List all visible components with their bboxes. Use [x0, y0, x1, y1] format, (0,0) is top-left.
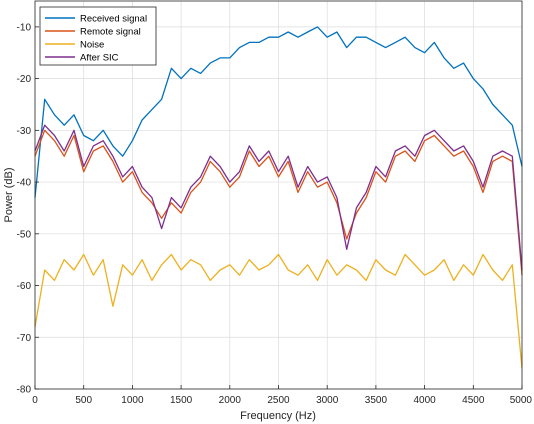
y-tick-label: -60 — [17, 281, 32, 292]
x-tick-label: 4000 — [413, 395, 436, 406]
x-tick-label: 2000 — [219, 395, 242, 406]
legend-label: After SIC — [80, 53, 119, 64]
x-tick-label: 3000 — [316, 395, 339, 406]
legend-label: Remote signal — [80, 27, 141, 38]
x-axis-label: Frequency (Hz) — [240, 410, 316, 422]
x-tick-label: 5000 — [510, 395, 533, 406]
series-line-received-signal — [34, 26, 523, 198]
y-tick-label: -70 — [17, 333, 32, 344]
y-tick-label: -80 — [17, 385, 32, 396]
legend-box — [39, 6, 157, 66]
x-tick-label: 4500 — [462, 395, 485, 406]
y-tick-label: -50 — [17, 229, 32, 240]
y-tick-label: -40 — [17, 178, 32, 189]
y-axis-label: Power (dB) — [3, 167, 15, 222]
series-line-noise — [34, 253, 523, 369]
y-tick-label: -30 — [17, 126, 32, 137]
y-tick-label: -10 — [17, 22, 32, 33]
x-tick-label: 1000 — [121, 395, 144, 406]
axis-ticks: 0 500 1000 1500 2000 2500 3000 3500 4000 4500 5000… — [17, 22, 533, 406]
y-tick-label: -20 — [17, 74, 32, 85]
series-line-after-sic — [34, 124, 523, 271]
x-tick-label: 3500 — [365, 395, 388, 406]
x-tick-label: 0 — [32, 395, 38, 406]
series-line-remote-signal — [34, 129, 523, 276]
legend: Received signal Remote signal Noise After S… — [39, 6, 157, 66]
x-tick-label: 2500 — [267, 395, 290, 406]
legend-label: Noise — [80, 40, 104, 51]
x-tick-label: 1500 — [170, 395, 193, 406]
legend-label: Received signal — [80, 14, 147, 25]
series-lines — [34, 26, 523, 369]
x-tick-label: 500 — [75, 395, 92, 406]
